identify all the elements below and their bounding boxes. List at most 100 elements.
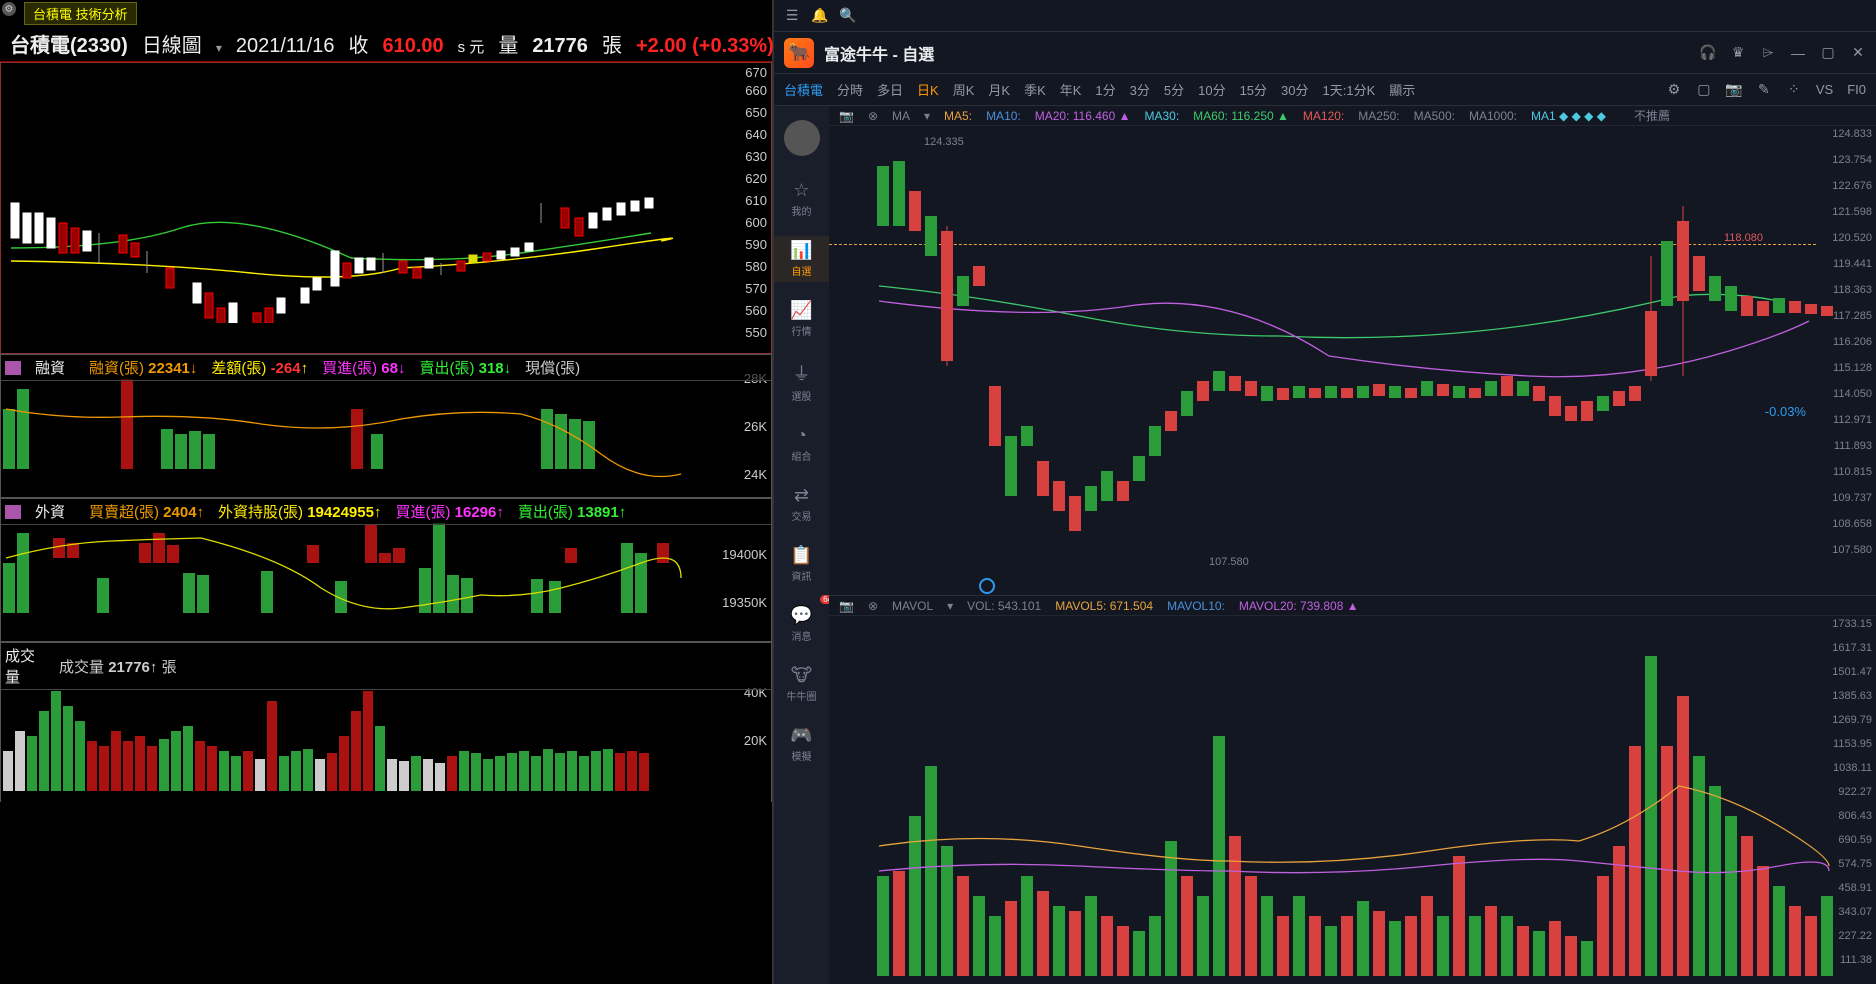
tab-5min[interactable]: 5分 xyxy=(1164,80,1184,99)
settings-gear-icon[interactable]: ⚙ xyxy=(1666,82,1682,98)
shrink-icon[interactable]: ⌲ xyxy=(1760,45,1776,61)
rp-volume-section[interactable]: 📷 ⊗ MAVOL ▾ VOL: 543.101 MAVOL5: 671.504… xyxy=(829,596,1876,984)
ma60-label: MA60: 116.250 ▲ xyxy=(1193,109,1289,123)
circle-marker-icon[interactable] xyxy=(979,578,995,594)
date-label: 2021/11/16 xyxy=(236,35,335,58)
tab-3min[interactable]: 3分 xyxy=(1130,80,1150,99)
fi0-label[interactable]: FI0 xyxy=(1847,82,1866,97)
k-type-chevron-icon[interactable]: ▾ xyxy=(216,41,222,55)
sidebar-item-bullclub[interactable]: 🐮 牛牛圈 xyxy=(774,661,829,707)
grid-dots-icon[interactable]: ⁘ xyxy=(1786,82,1802,98)
sidebar-item-watchlist[interactable]: 📊 自選 xyxy=(774,236,829,282)
trend-chart-icon: 📈 xyxy=(790,300,812,321)
margin-green-bars[interactable] xyxy=(3,389,595,469)
main-candlestick-chart[interactable]: 670 660 650 640 630 620 610 600 590 580 … xyxy=(0,62,772,354)
foreign-holding-label: 外資持股(張) 19424955↑ xyxy=(218,501,381,522)
camera3-icon[interactable]: 📷 xyxy=(839,599,854,613)
margin-red-bars[interactable] xyxy=(121,379,363,469)
candlestick-price-axis: 124.833 123.754 122.676 121.598 120.520 … xyxy=(1814,126,1874,576)
sidebar-item-info[interactable]: 📋 資訊 xyxy=(774,541,829,587)
candlestick-group[interactable] xyxy=(11,198,653,323)
close-icon[interactable]: ✕ xyxy=(1850,45,1866,61)
display-dropdown[interactable]: 顯示 xyxy=(1389,80,1415,99)
sidebar-item-sim[interactable]: 🎮 模擬 xyxy=(774,721,829,767)
k-type-dropdown[interactable]: 日線圖 xyxy=(142,29,202,58)
foreign-green-bars[interactable] xyxy=(3,523,647,613)
crown-icon[interactable]: ♛ xyxy=(1730,45,1746,61)
vs-label[interactable]: VS xyxy=(1816,82,1833,97)
ma-label[interactable]: MA xyxy=(892,109,910,123)
tab-seasonk[interactable]: 季K xyxy=(1024,80,1046,99)
tab-weekk[interactable]: 周K xyxy=(953,80,975,99)
foreign-icon xyxy=(5,505,21,519)
volume-panel-label-row: 成交量 成交量 21776↑ 張 xyxy=(1,643,771,690)
stock-technical-analysis-panel: ⚙ 台積電 技術分析 台積電(2330) 日線圖 ▾ 2021/11/16 收 … xyxy=(0,0,774,984)
gamepad-icon: 🎮 xyxy=(790,725,812,746)
volume-text-label: 量 xyxy=(498,29,518,58)
headset-icon[interactable]: 🎧 xyxy=(1700,45,1716,61)
hamburger-icon[interactable]: ☰ xyxy=(784,8,800,24)
volume-sub-bars-group[interactable] xyxy=(877,656,1833,976)
tab-timeshare[interactable]: 分時 xyxy=(837,80,863,99)
stock-analysis-tab[interactable]: 台積電 技術分析 xyxy=(24,2,137,25)
camera2-icon[interactable]: 📷 xyxy=(839,109,854,123)
foreign-red-bars[interactable] xyxy=(53,525,669,563)
ma120-label: MA120: xyxy=(1303,109,1344,123)
period-dropdown[interactable]: 1天:1分K xyxy=(1323,80,1376,99)
x-close2-icon[interactable]: ⊗ xyxy=(868,599,878,613)
not-recommend-label[interactable]: 不推薦 xyxy=(1634,107,1670,124)
window-toolbar: 🎧 ♛ ⌲ — ▢ ✕ xyxy=(1700,45,1866,61)
margin-financing-label: 融資(張) 22341↓ xyxy=(89,357,197,378)
ma-indicator-bar: 📷 ⊗ MA ▾ MA5: MA10: MA20: 116.460 ▲ MA30… xyxy=(829,106,1876,126)
tab-monthk[interactable]: 月K xyxy=(988,80,1010,99)
tab-stock[interactable]: 台積電 xyxy=(784,80,823,99)
sidebar-item-market[interactable]: 📈 行情 xyxy=(774,296,829,342)
tab-15min[interactable]: 15分 xyxy=(1240,80,1267,99)
pencil-icon[interactable]: ✎ xyxy=(1756,82,1772,98)
tab-yeark[interactable]: 年K xyxy=(1060,80,1082,99)
margin-financing-panel[interactable]: 融資 融資(張) 22341↓ 差額(張) -264↑ 買進(張) 68↓ 賣出… xyxy=(0,354,772,498)
sidebar-item-screener[interactable]: ⏚ 選股 xyxy=(774,356,829,407)
sidebar-item-messages[interactable]: 💬 64 消息 xyxy=(774,601,829,647)
settings-icon[interactable]: ⚙ xyxy=(2,2,16,16)
volume-panel[interactable]: 成交量 成交量 21776↑ 張 xyxy=(0,642,772,802)
stock-name-label: 台積電(2330) xyxy=(10,29,128,58)
sidebar-item-my[interactable]: ☆ 我的 xyxy=(774,176,829,222)
foreign-panel-label-row: 外資 買賣超(張) 2404↑ 外資持股(張) 19424955↑ 買進(張) … xyxy=(1,499,771,525)
mavol-dropdown-chevron-icon[interactable]: ▾ xyxy=(947,599,953,613)
rp-candlestick-section[interactable]: 📷 ⊗ MA ▾ MA5: MA10: MA20: 116.460 ▲ MA30… xyxy=(829,106,1876,596)
tab-multiday[interactable]: 多日 xyxy=(877,80,903,99)
right-candlestick-group[interactable] xyxy=(877,161,1833,531)
bell-icon[interactable]: 🔔 xyxy=(812,8,828,24)
minimize-icon[interactable]: — xyxy=(1790,45,1806,61)
mavol-label[interactable]: MAVOL xyxy=(892,599,933,613)
candlestick-canvas[interactable]: 118.080 -0.03% 124.335 107.580 xyxy=(829,126,1876,576)
avatar[interactable] xyxy=(784,120,820,156)
x-close-icon[interactable]: ⊗ xyxy=(868,109,878,123)
margin-icon xyxy=(5,361,21,375)
ma500-label: MA500: xyxy=(1414,109,1455,123)
layout-square-icon[interactable]: ▢ xyxy=(1696,82,1712,98)
main-chart-price-axis: 670 660 650 640 630 620 610 600 590 580 … xyxy=(721,63,769,353)
sidebar-item-portfolio[interactable]: ◔ 組合 xyxy=(774,421,829,467)
maximize-icon[interactable]: ▢ xyxy=(1820,45,1836,61)
sidebar-item-trade[interactable]: ⇄ 交易 xyxy=(774,481,829,527)
trade-icon: ⇄ xyxy=(794,485,809,506)
mavol20-label: MAVOL20: 739.808 ▲ xyxy=(1239,599,1359,613)
camera-icon[interactable]: 📷 xyxy=(1726,82,1742,98)
tab-30min[interactable]: 30分 xyxy=(1281,80,1308,99)
document-icon: 📋 xyxy=(790,545,812,566)
search-icon[interactable]: 🔍 xyxy=(840,8,856,24)
volume-bars-group[interactable] xyxy=(3,691,649,791)
app-root: ⚙ 台積電 技術分析 台積電(2330) 日線圖 ▾ 2021/11/16 收 … xyxy=(0,0,1876,984)
rp-top-toolbar: ☰ 🔔 🔍 xyxy=(774,0,1876,32)
ma30-label: MA30: xyxy=(1144,109,1179,123)
tab-dayk[interactable]: 日K xyxy=(917,80,939,99)
volume-unit-label: 張 xyxy=(602,29,622,58)
ma-dropdown-chevron-icon[interactable]: ▾ xyxy=(924,109,930,123)
foreign-investment-panel[interactable]: 外資 買賣超(張) 2404↑ 外資持股(張) 19424955↑ 買進(張) … xyxy=(0,498,772,642)
filter-icon: ⏚ xyxy=(793,360,811,386)
tab-1min[interactable]: 1分 xyxy=(1095,80,1115,99)
tab-10min[interactable]: 10分 xyxy=(1198,80,1225,99)
futu-trading-app: ☰ 🔔 🔍 🐂 富途牛牛 - 自選 🎧 ♛ ⌲ — ▢ ✕ 台積電 分時 多日 … xyxy=(774,0,1876,984)
